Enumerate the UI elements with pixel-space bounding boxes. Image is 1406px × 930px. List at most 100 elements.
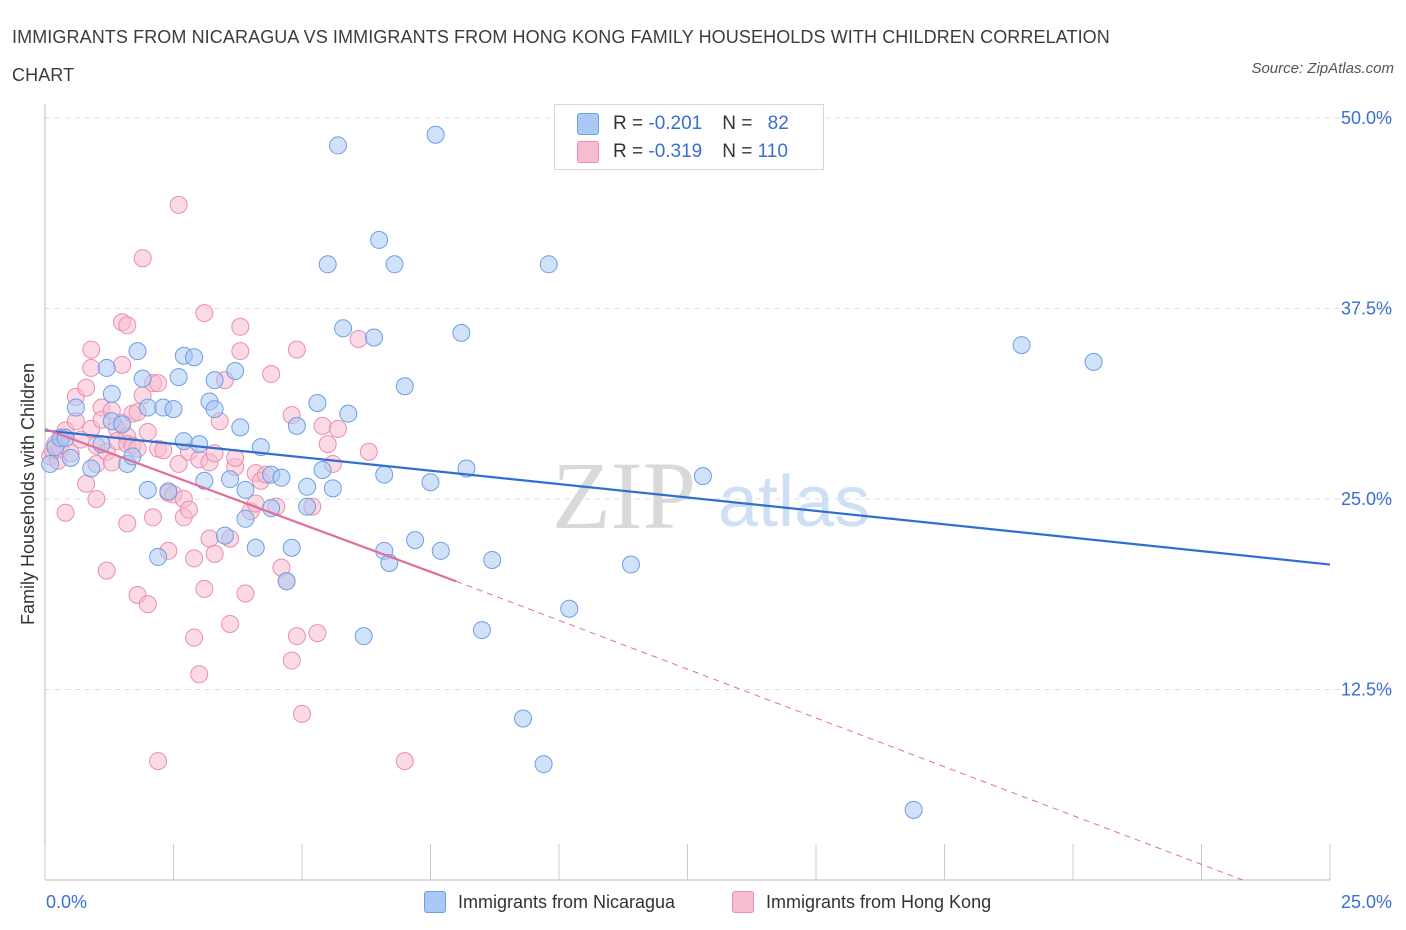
nicaragua-point (185, 348, 204, 367)
legend-n-label: N = (722, 141, 758, 162)
nicaragua-swatch (424, 890, 446, 913)
nicaragua-point (298, 497, 317, 516)
nicaragua-point (195, 471, 214, 490)
hongkong-point (56, 503, 75, 522)
y-tick-label: 50.0% (1341, 108, 1392, 128)
hongkong-point (149, 374, 168, 393)
nicaragua-point (426, 125, 445, 144)
nicaragua-point (113, 415, 132, 434)
nicaragua-point (313, 461, 332, 480)
nicaragua-point (472, 621, 491, 640)
hongkong-point (179, 500, 198, 519)
hongkong-point (97, 561, 116, 580)
hongkong-point (293, 704, 311, 723)
nicaragua-point (138, 480, 157, 499)
nicaragua-point (375, 465, 394, 484)
nicaragua-point (308, 393, 327, 412)
nicaragua-point (364, 328, 383, 347)
nicaragua-point (334, 319, 353, 338)
hongkong-point (113, 355, 132, 374)
nicaragua-point (221, 470, 240, 489)
nicaragua-trend-line-0 (44, 429, 1331, 566)
hongkong-point (195, 304, 214, 323)
hongkong-trend-line-2 (456, 580, 1243, 881)
hongkong-point (149, 752, 168, 771)
y-axis-title: Family Households with Children (18, 363, 38, 625)
nicaragua-point (370, 230, 389, 249)
legend-r-value: -0.319 (648, 141, 703, 162)
hongkong-point (282, 651, 301, 670)
nicaragua-point (128, 342, 147, 361)
hongkong-point (138, 595, 157, 614)
nicaragua-point (904, 800, 923, 819)
hongkong-point (185, 549, 204, 568)
nicaragua-point (328, 136, 347, 155)
hongkong-point (77, 474, 96, 493)
legend-item-nicaragua[interactable]: Immigrants from Nicaragua (424, 888, 675, 916)
nicaragua-point (318, 255, 337, 274)
nicaragua-point (395, 377, 414, 396)
nicaragua-point (483, 550, 502, 569)
hongkong-point (118, 316, 137, 335)
legend-item-hongkong[interactable]: Immigrants from Hong Kong (732, 888, 991, 916)
nicaragua-point (354, 627, 373, 646)
nicaragua-point (97, 358, 116, 377)
nicaragua-point (693, 467, 712, 486)
hongkong-swatch (732, 890, 754, 913)
nicaragua-point (452, 323, 471, 342)
hongkong-point (308, 624, 327, 643)
axes (44, 104, 1331, 881)
hongkong-point (236, 584, 255, 603)
hongkong-point (349, 329, 368, 348)
hongkong-point (138, 422, 157, 441)
hongkong-point (205, 544, 224, 563)
hongkong-point (395, 752, 414, 771)
hongkong-point (262, 365, 281, 384)
nicaragua-point (236, 480, 255, 499)
trend-lines (44, 427, 1331, 881)
x-tick-label: 0.0% (46, 892, 87, 912)
hongkong-point (143, 508, 162, 527)
hongkong-point (169, 454, 188, 473)
legend-r-label: R = (613, 141, 649, 162)
source-credit: Source: ZipAtlas.com (1251, 60, 1394, 77)
hongkong-point (82, 358, 101, 377)
nicaragua-point (385, 255, 404, 274)
hongkong-point (133, 249, 152, 268)
hongkong-point (231, 317, 250, 336)
hongkong-point (318, 435, 337, 454)
nicaragua-point (539, 255, 558, 274)
y-tick-label: 37.5% (1341, 299, 1392, 319)
nicaragua-point (431, 541, 450, 560)
hongkong-point (118, 514, 137, 533)
legend-label-nicaragua: Immigrants from Nicaragua (458, 892, 676, 912)
nicaragua-point (174, 432, 193, 451)
hongkong-point (359, 442, 378, 461)
nicaragua-point (66, 398, 85, 417)
nicaragua-point (149, 547, 168, 566)
nicaragua-point (621, 555, 640, 574)
chart-title: IMMIGRANTS FROM NICARAGUA VS IMMIGRANTS … (12, 27, 1110, 85)
nicaragua-point (133, 369, 152, 388)
legend-n-value: 82 (767, 113, 789, 134)
nicaragua-point (406, 531, 425, 550)
hongkong-point (185, 628, 204, 647)
tick-labels: 12.5% 25.0% 37.5% 50.0% 0.0% 25.0% (46, 108, 1392, 912)
y-tick-label: 25.0% (1341, 489, 1392, 509)
legend-n-value: 110 (757, 141, 788, 162)
nicaragua-point (205, 400, 224, 419)
hongkong-point (190, 665, 209, 684)
hongkong-trend-line-1 (44, 427, 457, 583)
hongkong-point (82, 340, 101, 359)
nicaragua-point (287, 416, 306, 435)
nicaragua-point (560, 599, 579, 618)
y-tick-label: 12.5% (1341, 680, 1392, 700)
legend-n-label: N = (722, 113, 758, 134)
nicaragua-point (231, 418, 250, 437)
hongkong-point (87, 490, 106, 508)
nicaragua-point (277, 572, 296, 591)
nicaragua-swatch (577, 112, 599, 135)
nicaragua-point (534, 755, 553, 774)
hongkong-swatch (577, 140, 599, 163)
nicaragua-point (514, 709, 533, 728)
